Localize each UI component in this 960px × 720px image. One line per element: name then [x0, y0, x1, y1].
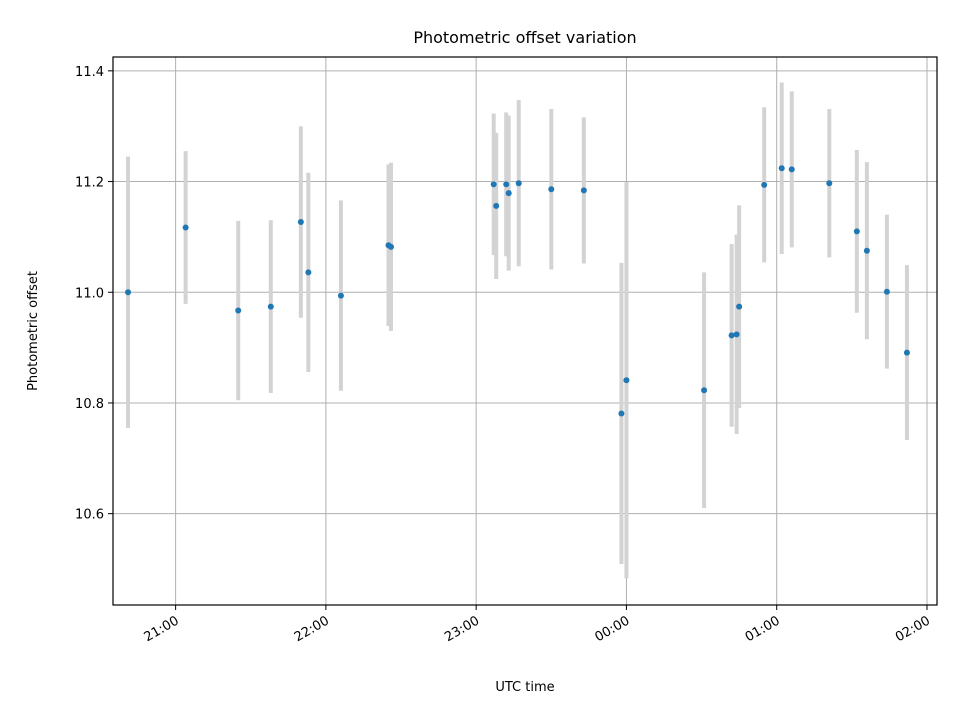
- data-point: [853, 228, 860, 235]
- data-point: [623, 377, 630, 384]
- y-axis-ticks: 10.6 10.8 11.0 11.2 11.4: [75, 65, 113, 523]
- data-point: [182, 224, 189, 231]
- data-point: [736, 303, 743, 310]
- data-point: [548, 186, 555, 193]
- y-tick-label: 11.4: [75, 65, 104, 80]
- plot-frame: [112, 56, 938, 606]
- data-point: [235, 307, 242, 314]
- data-point: [515, 180, 522, 187]
- y-tick-label: 11.0: [75, 286, 104, 301]
- data-point: [826, 180, 833, 187]
- data-point: [505, 190, 512, 197]
- data-point: [788, 166, 795, 173]
- grid: [113, 57, 937, 605]
- data-point: [297, 218, 304, 225]
- data-point: [761, 181, 768, 188]
- data-point: [493, 202, 500, 209]
- data-point: [580, 187, 587, 194]
- data-point: [490, 181, 497, 188]
- data-point: [733, 331, 740, 338]
- data-point: [337, 292, 344, 299]
- data-point: [125, 289, 132, 296]
- data-point: [778, 165, 785, 172]
- markers: [125, 165, 910, 417]
- data-point: [728, 332, 735, 339]
- data-point: [903, 349, 910, 356]
- x-axis-label: UTC time: [495, 680, 554, 695]
- y-axis-label: Photometric offset: [26, 271, 41, 391]
- y-tick-label: 10.6: [75, 508, 104, 523]
- data-point: [701, 387, 708, 394]
- data-point: [267, 303, 274, 310]
- data-point: [618, 410, 625, 417]
- data-point: [863, 247, 870, 254]
- chart-title: Photometric offset variation: [413, 28, 636, 47]
- data-point: [503, 181, 510, 188]
- y-tick-label: 11.2: [75, 176, 104, 191]
- data-point: [305, 269, 312, 276]
- data-point: [883, 288, 890, 295]
- y-tick-label: 10.8: [75, 397, 104, 412]
- data-point: [388, 243, 395, 250]
